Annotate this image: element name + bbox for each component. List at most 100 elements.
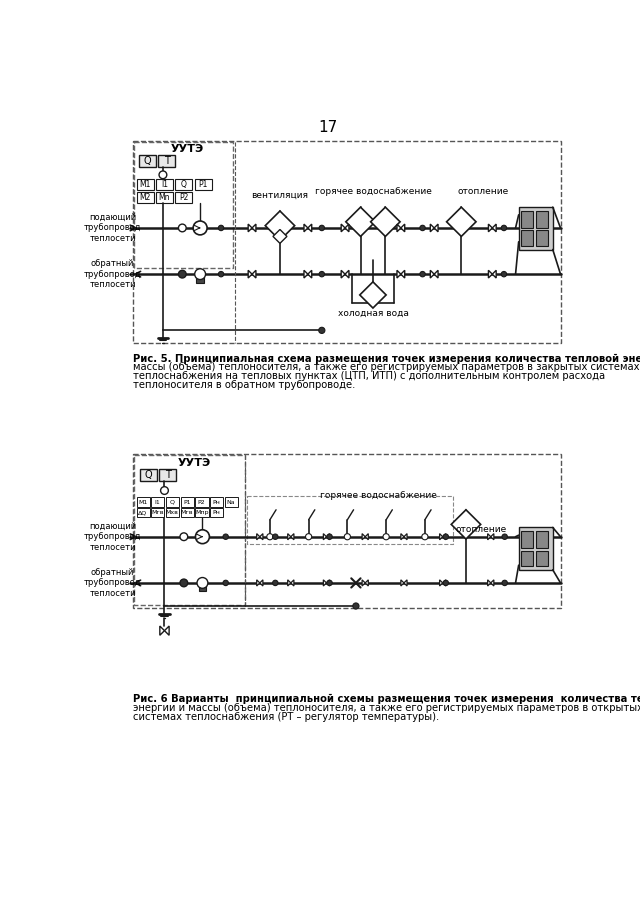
Polygon shape <box>491 580 494 586</box>
Polygon shape <box>451 510 481 539</box>
Polygon shape <box>304 224 308 232</box>
Text: P2: P2 <box>198 500 205 505</box>
Bar <box>180 498 194 507</box>
Text: 17: 17 <box>318 120 338 136</box>
Polygon shape <box>326 534 330 539</box>
Bar <box>156 192 173 203</box>
Bar <box>166 498 179 507</box>
Bar <box>521 550 533 566</box>
Bar <box>134 455 245 605</box>
Text: подающий
трубопровод
теплосети: подающий трубопровод теплосети <box>84 213 141 243</box>
Polygon shape <box>430 224 434 232</box>
Polygon shape <box>491 534 494 539</box>
Bar <box>151 498 164 507</box>
Text: Mгв: Mгв <box>151 510 164 515</box>
Polygon shape <box>273 230 287 243</box>
Bar <box>151 509 164 518</box>
Bar <box>536 211 548 228</box>
Text: Q: Q <box>145 470 152 481</box>
Polygon shape <box>401 271 404 278</box>
Bar <box>521 230 533 245</box>
Text: M1: M1 <box>138 500 147 505</box>
Bar <box>536 550 548 566</box>
Polygon shape <box>341 224 345 232</box>
Circle shape <box>327 534 332 539</box>
Circle shape <box>420 272 425 277</box>
Polygon shape <box>404 580 407 586</box>
Polygon shape <box>248 224 252 232</box>
Polygon shape <box>401 534 404 539</box>
Circle shape <box>319 328 325 333</box>
Text: M2: M2 <box>140 193 151 202</box>
Text: холодная вода: холодная вода <box>337 309 408 318</box>
Circle shape <box>179 271 186 278</box>
Text: P1: P1 <box>198 180 208 189</box>
Text: Рис. 6 Варианты  принципиальной схемы размещения точек измерения  количества теп: Рис. 6 Варианты принципиальной схемы раз… <box>132 694 640 704</box>
Bar <box>195 509 209 518</box>
Text: M1: M1 <box>140 180 151 189</box>
Bar <box>521 531 533 548</box>
Text: Q: Q <box>143 156 151 166</box>
Bar <box>136 498 150 507</box>
Bar <box>134 142 234 268</box>
Circle shape <box>267 534 273 539</box>
Bar <box>195 498 209 507</box>
Text: горячее водоснабжение: горячее водоснабжение <box>320 491 437 500</box>
Polygon shape <box>365 580 368 586</box>
Polygon shape <box>362 580 365 586</box>
Polygon shape <box>252 271 256 278</box>
Polygon shape <box>488 271 492 278</box>
Bar <box>196 277 204 282</box>
Text: Mгв: Mгв <box>180 510 193 515</box>
Circle shape <box>180 533 188 540</box>
Text: P1: P1 <box>183 500 191 505</box>
Polygon shape <box>371 207 400 236</box>
Text: УУТЭ: УУТЭ <box>170 145 204 155</box>
Circle shape <box>193 221 207 235</box>
Polygon shape <box>257 534 260 539</box>
Polygon shape <box>323 580 326 586</box>
Circle shape <box>319 225 324 231</box>
Bar <box>536 230 548 245</box>
Bar <box>225 498 238 507</box>
Circle shape <box>420 225 425 231</box>
Circle shape <box>422 534 428 539</box>
Circle shape <box>195 529 209 544</box>
Polygon shape <box>362 534 365 539</box>
Text: T: T <box>164 470 170 481</box>
Bar <box>132 453 561 607</box>
Polygon shape <box>323 534 326 539</box>
Circle shape <box>327 580 332 586</box>
Circle shape <box>443 580 449 586</box>
Bar <box>180 509 194 518</box>
Text: горячее водоснабжение: горячее водоснабжение <box>314 187 431 196</box>
Text: теплоснабжения на тепловых пунктах (ЦТП, ИТП) с дополнительным контролем расхода: теплоснабжения на тепловых пунктах (ЦТП,… <box>132 371 605 381</box>
Text: I1: I1 <box>155 500 161 505</box>
Polygon shape <box>164 626 169 635</box>
Polygon shape <box>260 534 263 539</box>
Bar <box>536 531 548 548</box>
Bar <box>140 469 157 481</box>
Text: УУТЭ: УУТЭ <box>178 458 211 468</box>
Circle shape <box>383 534 389 539</box>
Polygon shape <box>265 211 294 240</box>
Text: Nа: Nа <box>227 500 236 505</box>
Text: Pн: Pн <box>212 500 220 505</box>
Polygon shape <box>288 534 291 539</box>
Polygon shape <box>288 580 291 586</box>
Text: Pн: Pн <box>212 510 220 515</box>
Polygon shape <box>360 281 386 308</box>
Text: Mn: Mn <box>159 193 170 202</box>
Text: Рис. 5. Принципиальная схема размещения точек измерения количества тепловой энер: Рис. 5. Принципиальная схема размещения … <box>132 354 640 364</box>
Bar <box>521 211 533 228</box>
Circle shape <box>223 534 228 539</box>
Circle shape <box>197 577 208 588</box>
Bar <box>139 155 156 167</box>
Polygon shape <box>488 224 492 232</box>
Polygon shape <box>492 271 496 278</box>
Bar <box>248 496 452 544</box>
Circle shape <box>218 272 224 277</box>
Circle shape <box>180 579 188 586</box>
Text: Mпр: Mпр <box>195 510 209 515</box>
Polygon shape <box>404 534 407 539</box>
